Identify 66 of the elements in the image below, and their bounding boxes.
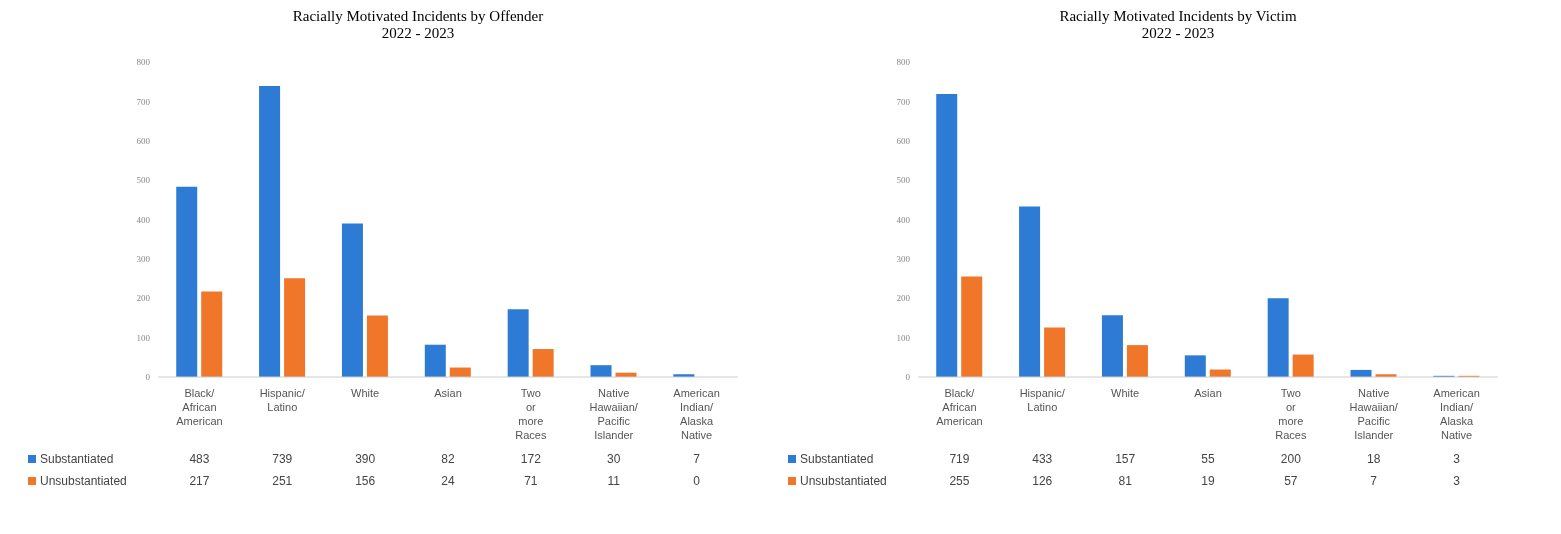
y-tick-label: 100 [136,332,151,343]
data-label: 18 [1366,452,1382,466]
y-tick-label: 0 [145,372,151,383]
y-tick-label: 600 [136,135,151,146]
data-label: 11 [606,474,621,488]
data-label: 71 [523,474,539,488]
x-tick-label: Asian [1194,387,1222,399]
y-tick-label: 100 [896,332,911,343]
x-tick-label: Asian [434,387,462,399]
y-tick-label: 200 [896,293,911,304]
y-tick-label: 400 [136,214,151,225]
data-label: 255 [948,474,971,488]
data-label: 3 [1452,452,1461,466]
x-tick-label: American Indian/ Alaska Native [673,387,720,441]
data-label: 217 [188,474,211,488]
y-tick-label: 0 [905,372,911,383]
x-tick-label: Native Hawaiian/ Pacific Islander [1349,387,1399,441]
data-label: 433 [1031,452,1054,466]
data-label: 57 [1283,474,1299,488]
data-label: 156 [354,474,377,488]
data-label: 82 [440,452,456,466]
legend-label: Unsubstantiated [39,474,127,488]
data-label: 200 [1279,452,1302,466]
y-tick-label: 300 [136,254,151,265]
data-label: 30 [606,452,622,466]
data-label: 157 [1114,452,1137,466]
y-tick-label: 500 [896,175,911,186]
y-tick-label: 300 [896,254,911,265]
y-tick-label: 600 [896,135,911,146]
data-label: 3 [1452,474,1461,488]
data-label: 126 [1031,474,1054,488]
data-label: 739 [271,452,294,466]
data-label: 19 [1200,474,1216,488]
data-label: 24 [440,474,456,488]
data-label: 719 [948,452,971,466]
legend-label: Substantiated [799,452,874,466]
x-tick-label: American Indian/ Alaska Native [1433,387,1480,441]
x-tick-label: Hispanic/ Latino [259,387,306,413]
data-label: 483 [188,452,211,466]
chart-title: Racially Motivated Incidents by Victim 2022 - 2023 [1058,8,1298,42]
data-label: 7 [692,452,701,466]
legend-label: Unsubstantiated [799,474,887,488]
x-tick-label: White [351,387,380,399]
x-tick-label: Native Hawaiian/ Pacific Islander [589,387,639,441]
legend-label: Substantiated [39,452,114,466]
data-label: 7 [1369,474,1379,488]
y-tick-label: 700 [136,96,151,107]
x-tick-label: Two or more Races [515,387,547,441]
x-tick-label: Black/ African American [936,387,983,427]
data-label: 390 [354,452,377,466]
data-label: 55 [1200,452,1216,466]
x-tick-label: Two or more Races [1275,387,1307,441]
data-label: 251 [271,474,294,488]
data-label: 172 [519,452,542,466]
x-tick-label: White [1111,387,1140,399]
x-tick-label: Hispanic/ Latino [1019,387,1066,413]
y-tick-label: 800 [136,57,151,68]
data-label: 81 [1117,474,1133,488]
x-tick-label: Black/ African American [176,387,223,427]
y-tick-label: 500 [136,175,151,186]
y-tick-label: 700 [896,96,911,107]
y-tick-label: 800 [896,57,911,68]
y-tick-label: 400 [896,214,911,225]
chart-title: Racially Motivated Incidents by Offender 2022 - 2023 [291,8,545,42]
data-label: 0 [692,474,701,488]
y-tick-label: 200 [136,293,151,304]
